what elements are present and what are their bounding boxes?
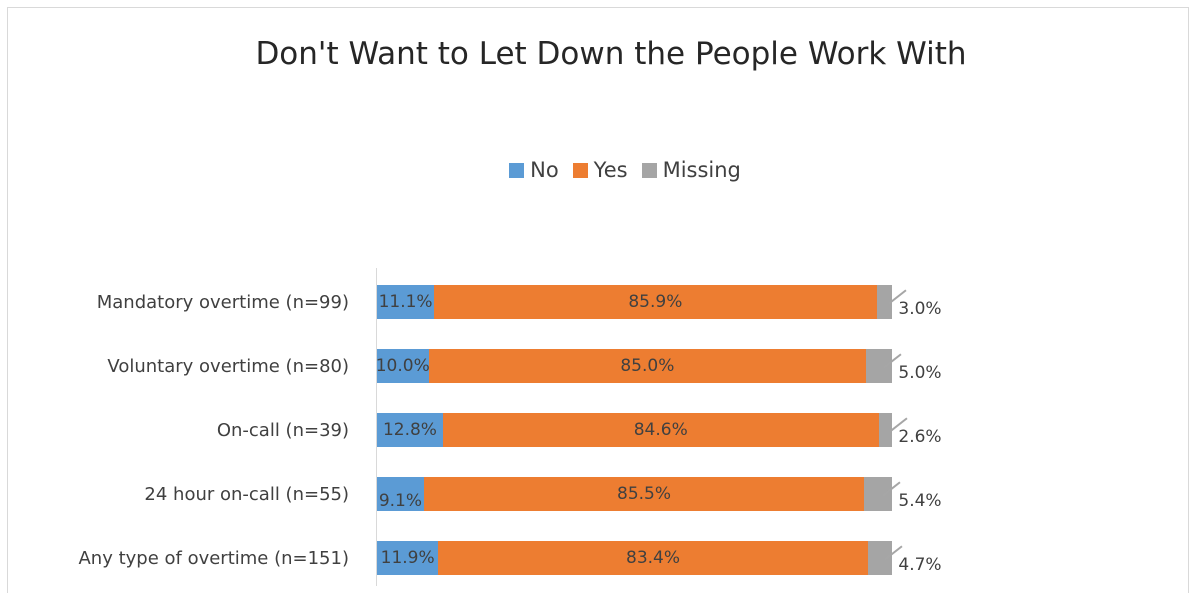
bar-yes	[423, 477, 865, 511]
bar-yes	[438, 541, 868, 575]
bar-missing	[867, 541, 892, 575]
data-label-yes: 85.0%	[620, 356, 675, 376]
legend-swatch-missing	[641, 162, 657, 178]
category-label: Any type of overtime (n=151)	[78, 548, 349, 569]
legend-swatch-no	[509, 162, 525, 178]
category-label: On-call (n=39)	[216, 420, 349, 441]
category-label: Mandatory overtime (n=99)	[96, 292, 349, 313]
legend-label-no: No	[530, 158, 559, 182]
bar-no	[377, 541, 439, 575]
data-label-yes: 84.6%	[633, 420, 688, 440]
data-label-missing: 5.4%	[898, 491, 942, 511]
chart-legend: No Yes Missing	[0, 158, 1199, 182]
data-label-no: 9.1%	[378, 491, 423, 511]
data-label-yes: 85.5%	[617, 484, 672, 504]
bar-no	[377, 413, 443, 447]
bar-missing	[866, 349, 892, 383]
bar-no	[377, 349, 429, 383]
data-label-no: 12.8%	[382, 420, 437, 440]
category-label: 24 hour on-call (n=55)	[144, 484, 349, 505]
bar-missing	[864, 477, 892, 511]
legend-item-missing: Missing	[641, 158, 741, 182]
legend-label-yes: Yes	[593, 158, 628, 182]
data-label-no: 10.0%	[375, 356, 430, 376]
data-label-yes: 85.9%	[628, 292, 683, 312]
bar-no	[377, 477, 424, 511]
data-label-yes: 83.4%	[626, 548, 681, 568]
bar-yes	[428, 349, 867, 383]
bar-missing	[876, 285, 892, 319]
data-label-no: 11.1%	[378, 292, 433, 312]
data-label-missing: 3.0%	[898, 299, 942, 319]
legend-label-missing: Missing	[662, 158, 741, 182]
data-label-missing: 5.0%	[898, 363, 942, 383]
data-label-missing: 4.7%	[898, 555, 942, 575]
legend-swatch-yes	[572, 162, 588, 178]
bar-yes	[442, 413, 879, 447]
data-label-no: 11.9%	[380, 548, 435, 568]
bar-yes	[434, 285, 877, 319]
legend-item-no: No	[509, 158, 559, 182]
bar-missing	[878, 413, 892, 447]
category-label: Voluntary overtime (n=80)	[107, 356, 349, 377]
bar-no	[377, 285, 435, 319]
chart-title: Don't Want to Let Down the People Work W…	[255, 36, 967, 72]
category-axis-line	[376, 268, 377, 586]
legend-item-yes: Yes	[572, 158, 628, 182]
data-label-missing: 2.6%	[898, 427, 942, 447]
chart-frame	[7, 7, 1189, 593]
